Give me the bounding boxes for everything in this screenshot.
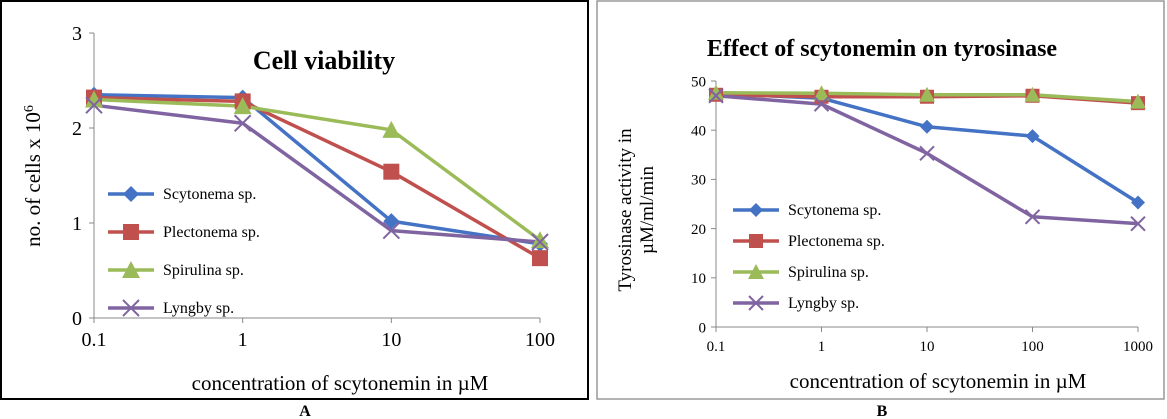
chart-b-x-tick-label: 100 [1021,339,1044,355]
chart-b-x-tick-label: 1 [818,339,826,355]
chart-a-y-tick-label: 3 [72,23,82,45]
chart-b-legend-label-2: Spirulina sp. [788,264,869,281]
chart-b-point-0-4 [1131,195,1145,210]
chart-b-point-3-0 [708,88,724,104]
panel-label-b: B [877,403,888,419]
chart-a-y-tick-label: 2 [72,118,82,140]
chart-b-point-3-1 [813,96,830,112]
chart-b-point-0-2 [920,119,934,134]
chart-b-legend-label-0: Scytonema sp. [788,202,881,219]
chart-b-y-tick-label: 20 [691,222,706,238]
chart-b-y-tick-label: 30 [691,173,706,189]
chart-a-series-line-3 [93,103,541,244]
chart-a-point-2-1 [233,97,252,115]
chart-b-legend-label-1: Plectonema sp. [788,233,885,250]
chart-b-point-2-2 [919,86,935,102]
chart-b-xlabel: concentration of scytonemin in µM [790,369,1087,393]
chart-b-point-2-1 [813,85,830,101]
chart-a-point-1-3 [532,250,548,267]
chart-b-x-tick-label: 0.1 [707,339,726,355]
chart-b-y-tick-label: 50 [691,74,706,90]
chart-a-x-tick-label: 100 [525,329,555,351]
chart-a-series-line-1 [93,95,541,260]
chart-b-x-tick-label: 10 [920,339,935,355]
chart-a-plot: 0 1 2 3 0.1 1 10 100 Scytonema sp. Plectonema sp.… [72,23,555,351]
chart-a-x-tick-label: 1 [238,329,248,351]
chart-b-legend-marker-2 [748,264,764,279]
chart-b-plot: 0 10 20 30 40 50 0.1 1 10 100 1000 Scytonema sp. Ple… [691,74,1153,355]
chart-a-point-2-2 [382,120,401,138]
chart-b-point-2-0 [708,84,724,100]
chart-a-point-2-3 [531,231,549,249]
chart-a-point-3-1 [233,114,252,132]
chart-a-point-0-2 [383,213,400,230]
chart-b-legend-marker-3 [748,295,764,311]
chart-a-point-2-0 [85,90,103,108]
chart-a-frame [0,0,589,400]
chart-b-point-2-3 [1024,86,1041,102]
chart-a-title: Cell viability [253,46,395,75]
chart-a-y-tick-label: 0 [72,308,82,330]
chart-a-legend-label-2: Spirulina sp. [163,262,244,279]
chart-b-x-tick-label: 1000 [1123,339,1153,355]
chart-b-ylabel-line1: Tyrosinase activity in [615,128,636,292]
chart-a-legend-marker-3 [122,299,140,317]
chart-a-legend-label-0: Scytonema sp. [163,186,256,203]
chart-a-legend-marker-0 [123,186,139,202]
chart-a-legend-marker-1 [123,224,139,240]
chart-panel-b: Effect of scytonemin on tyrosinase conce… [596,0,1165,400]
chart-b-point-3-4 [1130,215,1146,232]
chart-a-legend-label-3: Lyngby sp. [163,300,234,317]
chart-a-series-line-0 [93,93,541,246]
chart-a-point-3-2 [382,221,401,240]
chart-b-point-0-3 [1025,129,1040,144]
chart-a-xlabel: concentration of scytonemin in µM [192,371,489,395]
chart-b-legend-marker-1 [749,234,763,248]
chart-a-legend-marker-2 [122,261,140,278]
chart-b-point-3-3 [1024,209,1041,225]
chart-b-point-2-4 [1130,93,1146,109]
chart-a-point-3-0 [85,96,103,114]
chart-b-legend-label-3: Lyngby sp. [788,295,859,312]
chart-a-legend-label-1: Plectonema sp. [163,224,260,241]
chart-a-series-line-2 [93,97,542,242]
chart-b-y-tick-label: 40 [691,123,706,139]
chart-b-legend-marker-0 [749,203,763,217]
chart-b-y-tick-label: 0 [699,320,707,336]
panel-label-a: A [299,403,311,419]
chart-a-x-tick-label: 0.1 [82,329,107,351]
chart-a-y-tick-label: 1 [72,213,82,235]
chart-a-ylabel: no. of cells x 106 [21,105,45,247]
chart-panel-a: Cell viability concentration of scytonem… [0,0,589,400]
chart-b-title: Effect of scytonemin on tyrosinase [707,36,1058,62]
chart-b-y-tick-label: 10 [691,271,706,287]
chart-a-point-1-2 [383,163,400,180]
chart-b-ylabel-line2: µM/ml/min [637,165,658,254]
chart-a-point-3-3 [531,233,549,251]
chart-b-point-3-2 [919,145,935,162]
chart-b-frame [596,0,1165,400]
chart-a-x-tick-label: 10 [381,329,401,351]
